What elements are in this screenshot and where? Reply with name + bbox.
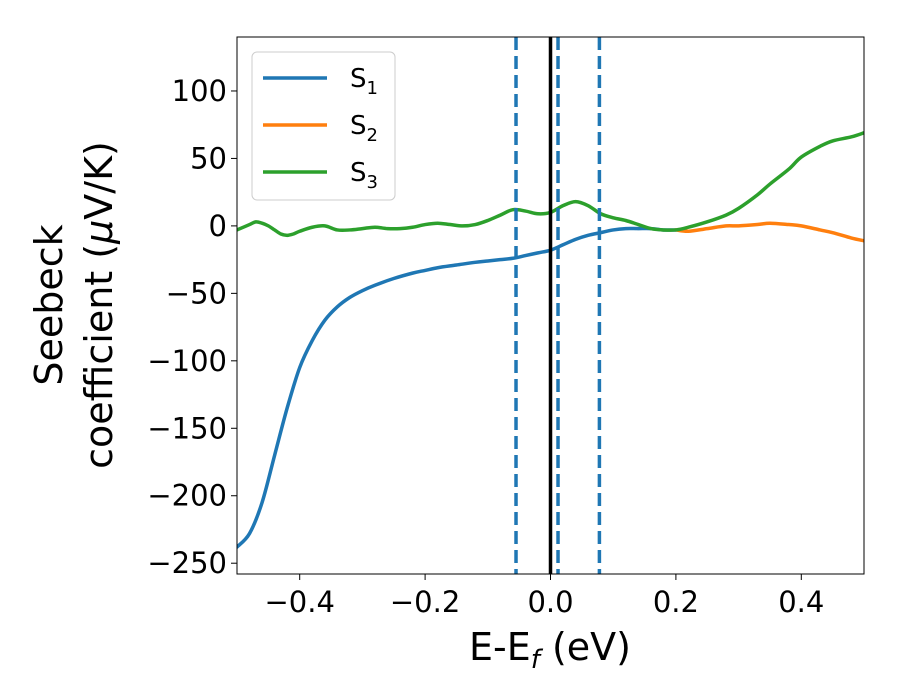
legend: S1 S2 S3: [251, 51, 396, 201]
series-line-s1: [237, 226, 678, 549]
y-tick-label: 0: [209, 209, 227, 243]
y-tick-label: −150: [147, 411, 227, 445]
legend-label-s1: S1: [350, 64, 378, 99]
series-layer: [237, 131, 864, 549]
y-axis-title-line1: Seebeck: [27, 224, 71, 385]
x-tick-label: −0.2: [390, 585, 460, 619]
x-tick-label: 0.4: [778, 585, 824, 619]
x-tick-label: 0.0: [527, 585, 573, 619]
y-tick-label: −250: [147, 546, 227, 580]
legend-label-s3: S3: [350, 158, 378, 193]
y-tick-label: 50: [190, 141, 227, 175]
y-tick-label: −50: [166, 276, 227, 310]
vline-layer: [514, 37, 602, 574]
y-tick-label: −100: [147, 344, 227, 378]
y-axis-ticks: 100 50 0 −50 −100 −150 −200 −250: [147, 74, 237, 580]
legend-label-s2: S2: [350, 111, 378, 146]
x-tick-label: −0.4: [264, 585, 334, 619]
y-tick-label: 100: [172, 74, 227, 108]
y-axis-title-line2: coefficient (μV/K): [77, 141, 121, 469]
x-tick-label: 0.2: [653, 585, 699, 619]
series-line-s3: [237, 131, 864, 238]
x-axis-title: E-Ef (eV): [469, 625, 631, 675]
x-axis-ticks: −0.4 −0.2 0.0 0.2 0.4: [264, 574, 824, 619]
y-tick-label: −200: [147, 479, 227, 513]
series-line-s2: [674, 221, 864, 243]
